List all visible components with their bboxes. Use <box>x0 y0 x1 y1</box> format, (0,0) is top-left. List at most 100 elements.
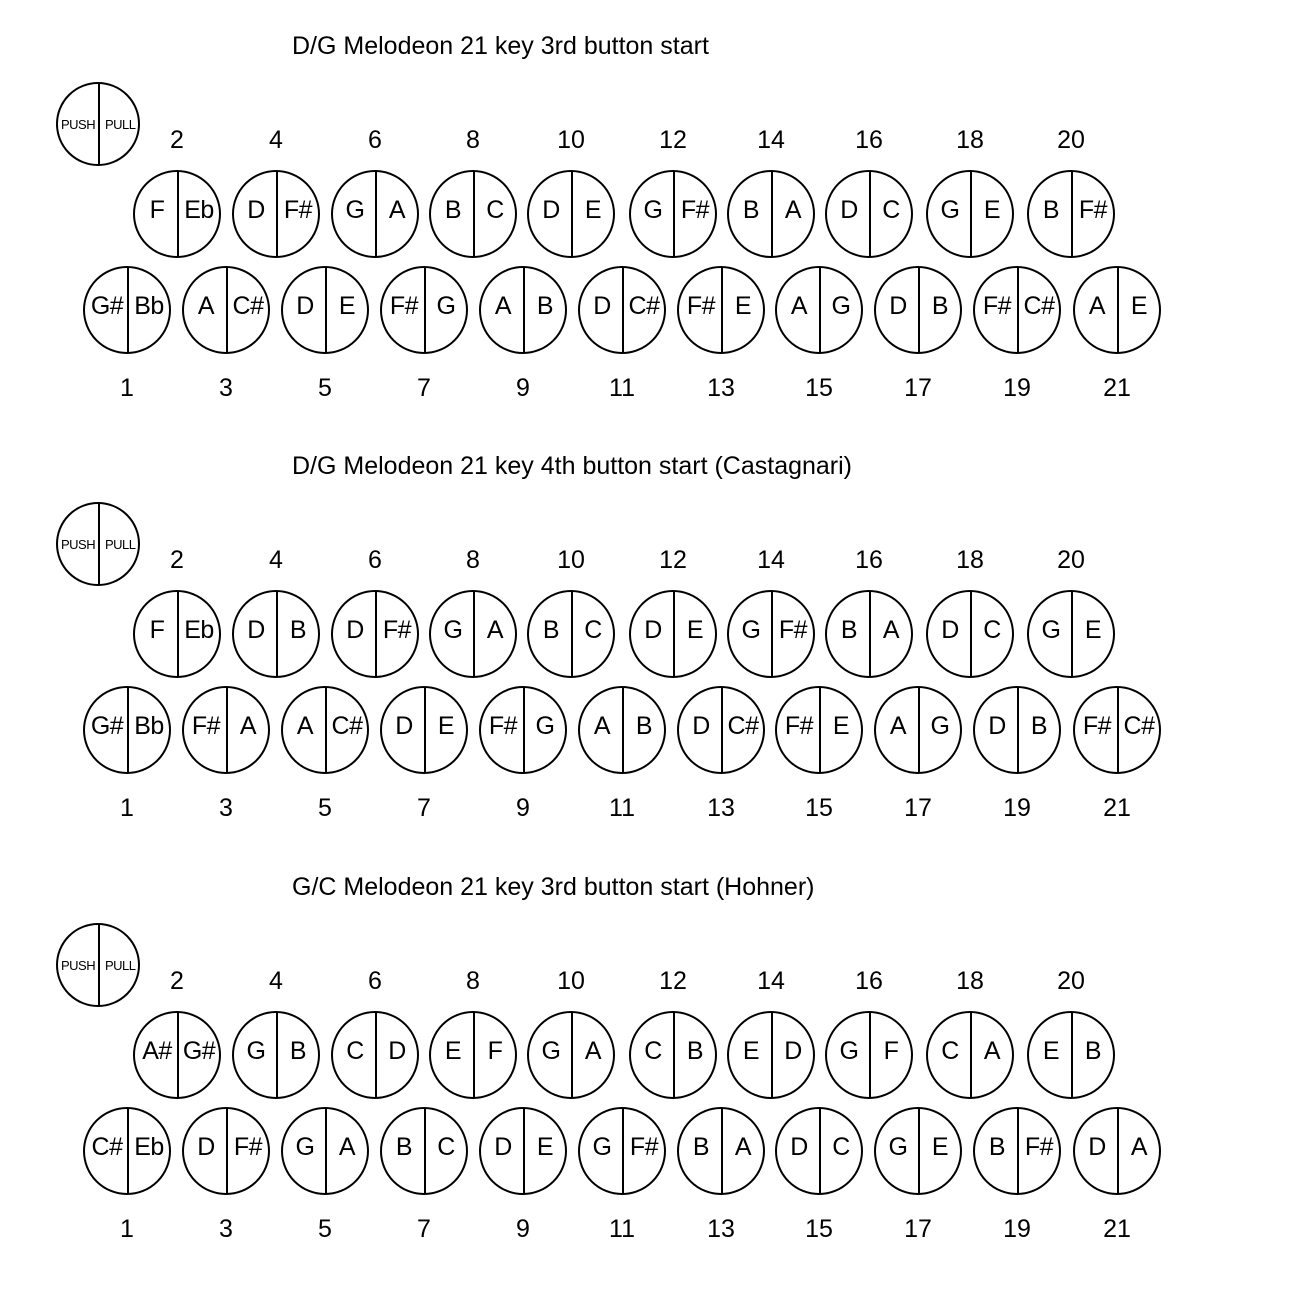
push-note: F# <box>686 292 716 320</box>
push-note: D <box>644 616 662 644</box>
push-note: B <box>692 1133 710 1161</box>
pull-note: C <box>437 1133 455 1161</box>
outer-row-button: F# C# <box>973 266 1061 354</box>
pull-note: E <box>832 712 850 740</box>
outer-row-button-number: 5 <box>318 1215 332 1243</box>
legend-pull-label: PULL <box>105 958 136 973</box>
push-note: B <box>988 1133 1006 1161</box>
push-note: B <box>840 616 858 644</box>
outer-row-button-number: 19 <box>1003 794 1031 822</box>
outer-row-button-number: 7 <box>417 374 431 402</box>
pull-note: A <box>734 1133 752 1161</box>
inner-row-button-number: 10 <box>557 546 585 574</box>
pull-note: A <box>338 1133 356 1161</box>
pull-note: A <box>1130 1133 1148 1161</box>
pull-note: F# <box>382 616 412 644</box>
inner-row-button-number: 18 <box>956 967 984 995</box>
push-note: D <box>542 196 560 224</box>
button-layout-diagram: G/C Melodeon 21 key 3rd button start (Ho… <box>0 841 1292 1261</box>
pull-note: F# <box>283 196 313 224</box>
push-note: A <box>494 292 512 320</box>
outer-row-button-number: 11 <box>609 794 635 822</box>
pull-note: B <box>289 1037 307 1065</box>
outer-row-button: D C# <box>677 686 765 774</box>
outer-row-button-number: 19 <box>1003 374 1031 402</box>
pull-note: A <box>784 196 802 224</box>
push-note: G <box>541 1037 561 1065</box>
pull-note: A <box>388 196 406 224</box>
outer-row-button-number: 3 <box>219 794 233 822</box>
outer-row-button-number: 17 <box>904 1215 932 1243</box>
inner-row-button-number: 10 <box>557 126 585 154</box>
inner-row-button: D F# <box>232 170 320 258</box>
push-note: B <box>742 196 760 224</box>
pull-note: A <box>584 1037 602 1065</box>
push-note: F <box>149 616 165 644</box>
outer-row-button-number: 3 <box>219 1215 233 1243</box>
push-note: D <box>692 712 710 740</box>
inner-row-button-number: 2 <box>170 546 184 574</box>
pull-note: B <box>1084 1037 1102 1065</box>
pull-note: G <box>831 292 851 320</box>
push-note: D <box>941 616 959 644</box>
push-note: F# <box>488 712 518 740</box>
push-note: C <box>346 1037 364 1065</box>
push-note: F# <box>389 292 419 320</box>
inner-row-button-number: 18 <box>956 546 984 574</box>
outer-row-button-number: 15 <box>805 374 833 402</box>
pull-note: G <box>535 712 555 740</box>
inner-row-button-number: 12 <box>659 546 687 574</box>
pull-note: Eb <box>184 196 214 224</box>
push-note: D <box>247 616 265 644</box>
pull-note: E <box>338 292 356 320</box>
push-note: D <box>197 1133 215 1161</box>
pull-note: Bb <box>134 292 164 320</box>
push-note: A <box>197 292 215 320</box>
inner-row-button-number: 20 <box>1057 126 1085 154</box>
legend-push-label: PUSH <box>61 117 96 132</box>
outer-row-button-number: 11 <box>609 374 635 402</box>
push-note: A <box>889 712 907 740</box>
push-note: B <box>542 616 560 644</box>
outer-row-button: D C# <box>578 266 666 354</box>
outer-row-button: F# A <box>182 686 270 774</box>
push-note: G <box>643 196 663 224</box>
pull-note: E <box>584 196 602 224</box>
pull-note: B <box>289 616 307 644</box>
inner-row-button-number: 14 <box>757 546 785 574</box>
outer-row-button-number: 17 <box>904 374 932 402</box>
pull-note: C# <box>628 292 660 320</box>
outer-row-button-number: 9 <box>516 794 530 822</box>
pull-note: G <box>930 712 950 740</box>
inner-row-button-number: 14 <box>757 967 785 995</box>
outer-row-button-number: 1 <box>120 794 134 822</box>
outer-row-button: F# G <box>479 686 567 774</box>
legend-push-label: PUSH <box>61 537 96 552</box>
outer-row-button-number: 17 <box>904 794 932 822</box>
inner-row-button-number: 8 <box>466 967 480 995</box>
inner-row-button-number: 4 <box>269 967 283 995</box>
outer-row-button-number: 5 <box>318 794 332 822</box>
pull-note: F# <box>233 1133 263 1161</box>
pull-note: B <box>931 292 949 320</box>
outer-row-button-number: 19 <box>1003 1215 1031 1243</box>
push-note: C <box>644 1037 662 1065</box>
push-note: G <box>741 616 761 644</box>
inner-row-button: B F# <box>1027 170 1115 258</box>
diagram-title: G/C Melodeon 21 key 3rd button start (Ho… <box>292 873 815 901</box>
inner-row-button-number: 6 <box>368 126 382 154</box>
inner-row-button-number: 4 <box>269 126 283 154</box>
pull-note: B <box>686 1037 704 1065</box>
